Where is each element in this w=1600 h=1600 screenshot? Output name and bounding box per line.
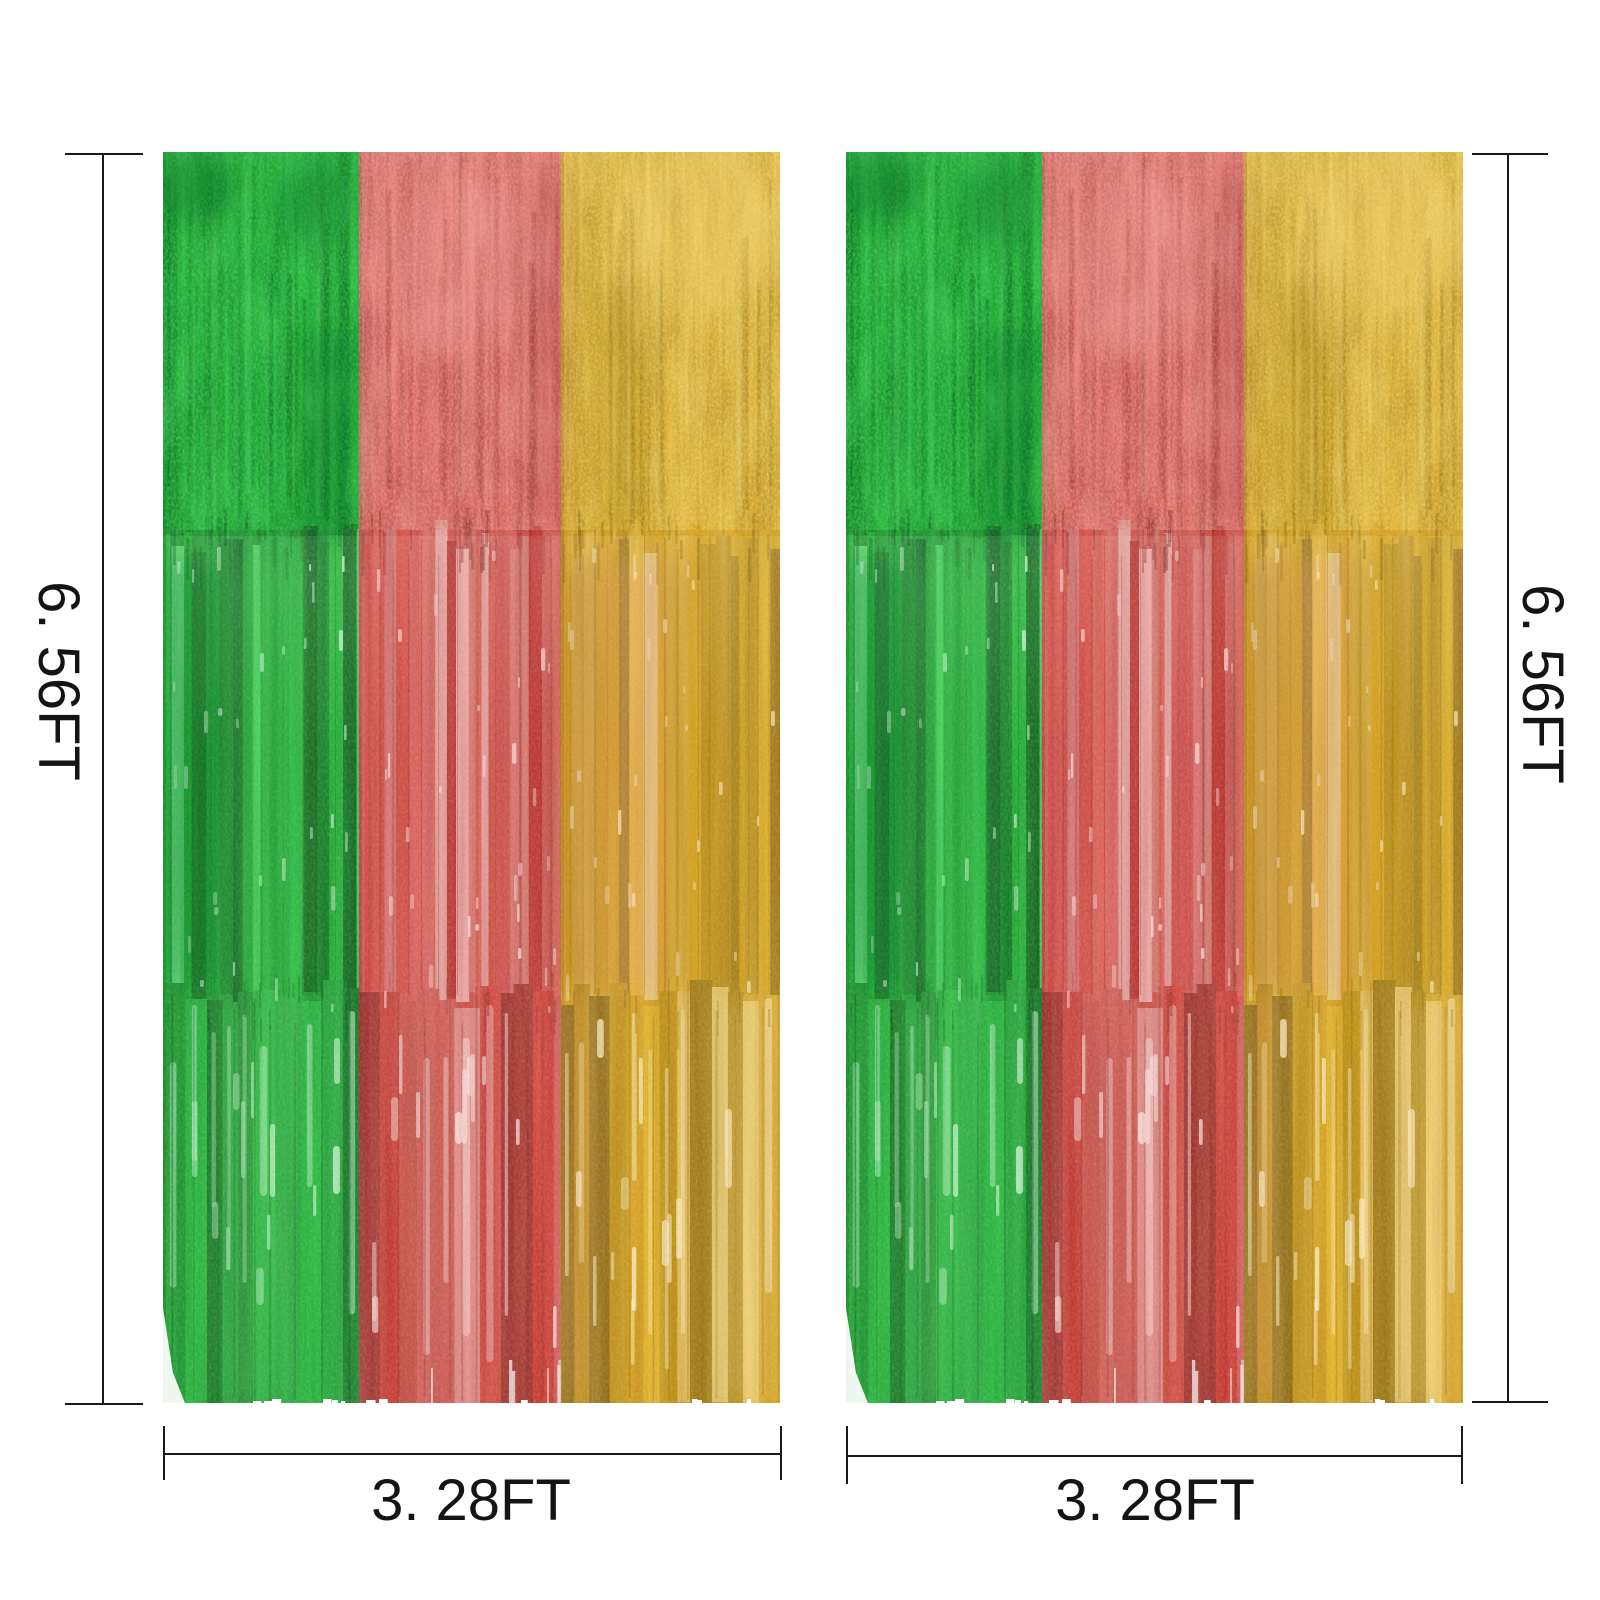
svg-text:3. 28FT: 3. 28FT: [371, 1468, 571, 1533]
svg-text:6. 56FT: 6. 56FT: [1510, 584, 1575, 784]
svg-text:6. 56FT: 6. 56FT: [26, 581, 91, 781]
svg-text:3. 28FT: 3. 28FT: [1055, 1468, 1255, 1533]
